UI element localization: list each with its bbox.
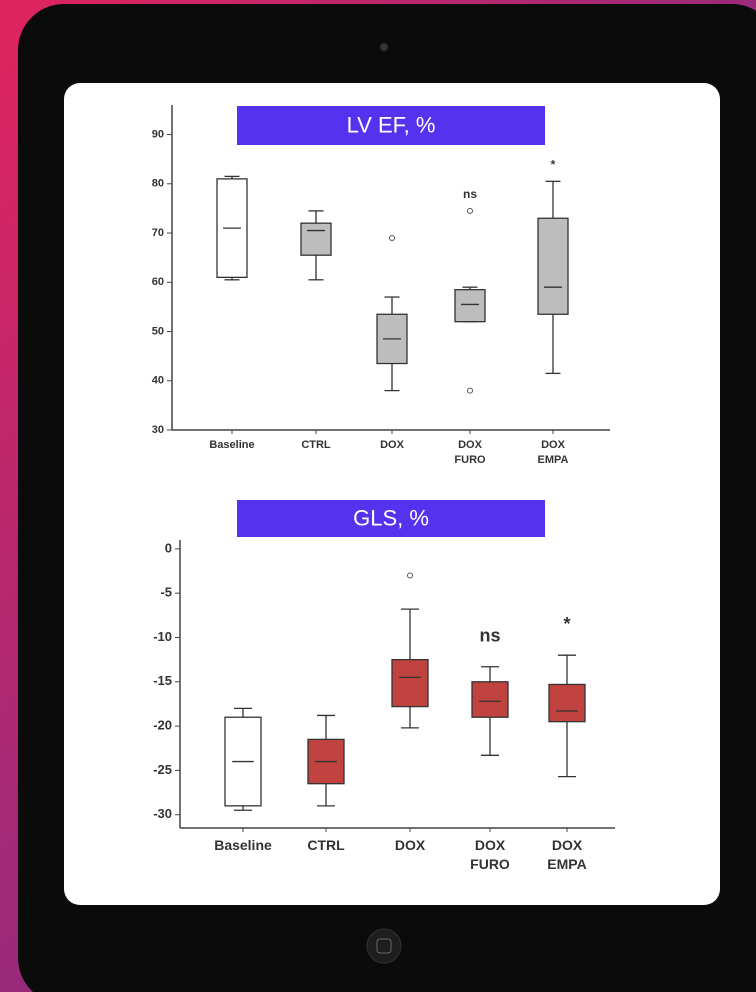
- x-tick-label: DOX EMPA: [532, 836, 602, 874]
- screen: [64, 83, 720, 905]
- x-tick-label: DOX FURO: [455, 836, 525, 874]
- y-tick-label: -20: [153, 718, 172, 733]
- box: [549, 684, 585, 721]
- y-tick-label: 30: [152, 424, 164, 436]
- outlier: [468, 388, 473, 393]
- x-tick-label: Baseline: [197, 438, 267, 453]
- x-tick-label: DOX: [357, 438, 427, 453]
- x-tick-label: Baseline: [208, 836, 278, 855]
- x-tick-label: CTRL: [281, 438, 351, 453]
- y-tick-label: 60: [152, 276, 164, 288]
- y-tick-label: -10: [153, 629, 172, 644]
- annotation: ns: [479, 625, 500, 645]
- x-tick-label: CTRL: [291, 836, 361, 855]
- page: LV EF, % 30 40 50 60 70 80 90 ns * GLS, % -30 -25 -20…: [0, 0, 756, 992]
- annotation: *: [563, 614, 570, 634]
- camera: [380, 43, 388, 51]
- y-tick-label: -30: [153, 806, 172, 821]
- home-button[interactable]: [367, 929, 401, 963]
- y-tick-label: -15: [153, 673, 172, 688]
- y-tick-label: 50: [152, 325, 164, 337]
- chart-title: LV EF, %: [347, 112, 436, 137]
- y-tick-label: 80: [152, 178, 164, 190]
- y-tick-label: 70: [152, 227, 164, 239]
- box: [472, 682, 508, 717]
- chart-title: GLS, %: [353, 505, 429, 530]
- y-tick-label: 0: [165, 540, 172, 555]
- y-tick-label: -25: [153, 762, 172, 777]
- x-tick-label: DOX EMPA: [518, 438, 588, 468]
- annotation: ns: [463, 187, 477, 201]
- box: [538, 218, 568, 314]
- y-tick-label: -5: [160, 585, 172, 600]
- box: [455, 290, 485, 322]
- y-tick-label: 40: [152, 375, 164, 387]
- box: [392, 660, 428, 707]
- outlier: [408, 573, 413, 578]
- x-tick-label: DOX: [375, 836, 445, 855]
- y-tick-label: 90: [152, 128, 164, 140]
- box: [301, 223, 331, 255]
- outlier: [468, 208, 473, 213]
- x-tick-label: DOX FURO: [435, 438, 505, 468]
- outlier: [390, 235, 395, 240]
- annotation: *: [551, 157, 556, 171]
